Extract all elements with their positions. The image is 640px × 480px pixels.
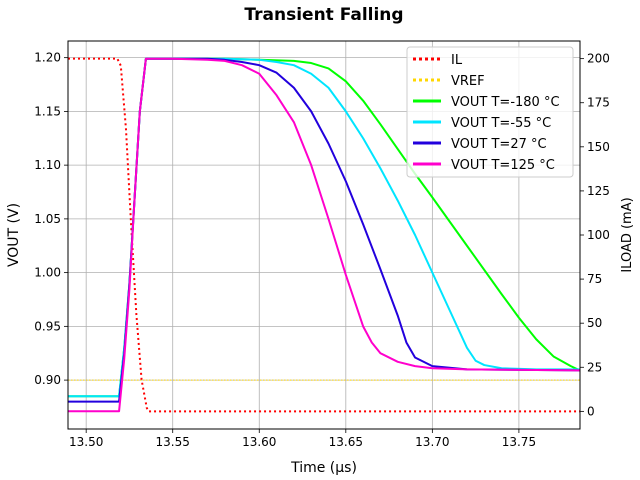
y2-tick-label: 200 — [587, 52, 610, 66]
y-axis-left: 0.90 0.95 1.00 1.05 1.10 1.15 1.20 — [34, 51, 68, 387]
series-line-5 — [68, 57, 580, 413]
y-tick-label: 0.95 — [34, 319, 61, 333]
y2-tick-label: 150 — [587, 140, 610, 154]
y-tick-label: 1.20 — [34, 51, 61, 65]
y2-tick-label: 75 — [587, 272, 602, 286]
legend-label: VOUT T=-180 °C — [451, 95, 560, 110]
y2-tick-label: 175 — [587, 96, 610, 110]
y-tick-label: 1.15 — [34, 104, 61, 118]
x-axis: 13.50 13.55 13.60 13.65 13.70 13.75 — [69, 429, 536, 449]
y-tick-label: 1.10 — [34, 158, 61, 172]
y-tick-label: 0.90 — [34, 373, 61, 387]
legend-label: VOUT T=125 °C — [451, 158, 555, 173]
x-tick-label: 13.75 — [502, 435, 536, 449]
y2-tick-label: 125 — [587, 184, 610, 198]
y-tick-label: 1.05 — [34, 212, 61, 226]
chart-title: Transient Falling — [244, 5, 403, 25]
legend-label: IL — [451, 53, 463, 68]
legend-box — [406, 46, 574, 178]
y2-tick-label: 100 — [587, 228, 610, 242]
legend-label: VREF — [451, 74, 485, 89]
y2-tick-label: 50 — [587, 316, 602, 330]
x-tick-label: 13.55 — [156, 435, 190, 449]
y2-tick-label: 0 — [587, 404, 595, 418]
x-tick-label: 13.65 — [329, 435, 363, 449]
legend-label: VOUT T=27 °C — [451, 137, 547, 152]
y-axis-label: VOUT (V) — [6, 203, 22, 267]
series-layer — [68, 57, 580, 413]
x-tick-label: 13.60 — [242, 435, 276, 449]
x-tick-label: 13.50 — [69, 435, 103, 449]
legend-label: VOUT T=-55 °C — [451, 116, 551, 131]
y2-axis-label: ILOAD (mA) — [620, 197, 635, 272]
legend: IL VREF VOUT T=-180 °C VOUT T=-55 °C VOUT T=… — [406, 46, 574, 178]
y2-tick-label: 25 — [587, 360, 602, 374]
y-axis-right: 0 25 50 75 100 125 150 175 200 — [580, 52, 610, 418]
x-tick-label: 13.70 — [415, 435, 449, 449]
x-axis-label: Time (µs) — [290, 460, 357, 476]
y-tick-label: 1.00 — [34, 266, 61, 280]
